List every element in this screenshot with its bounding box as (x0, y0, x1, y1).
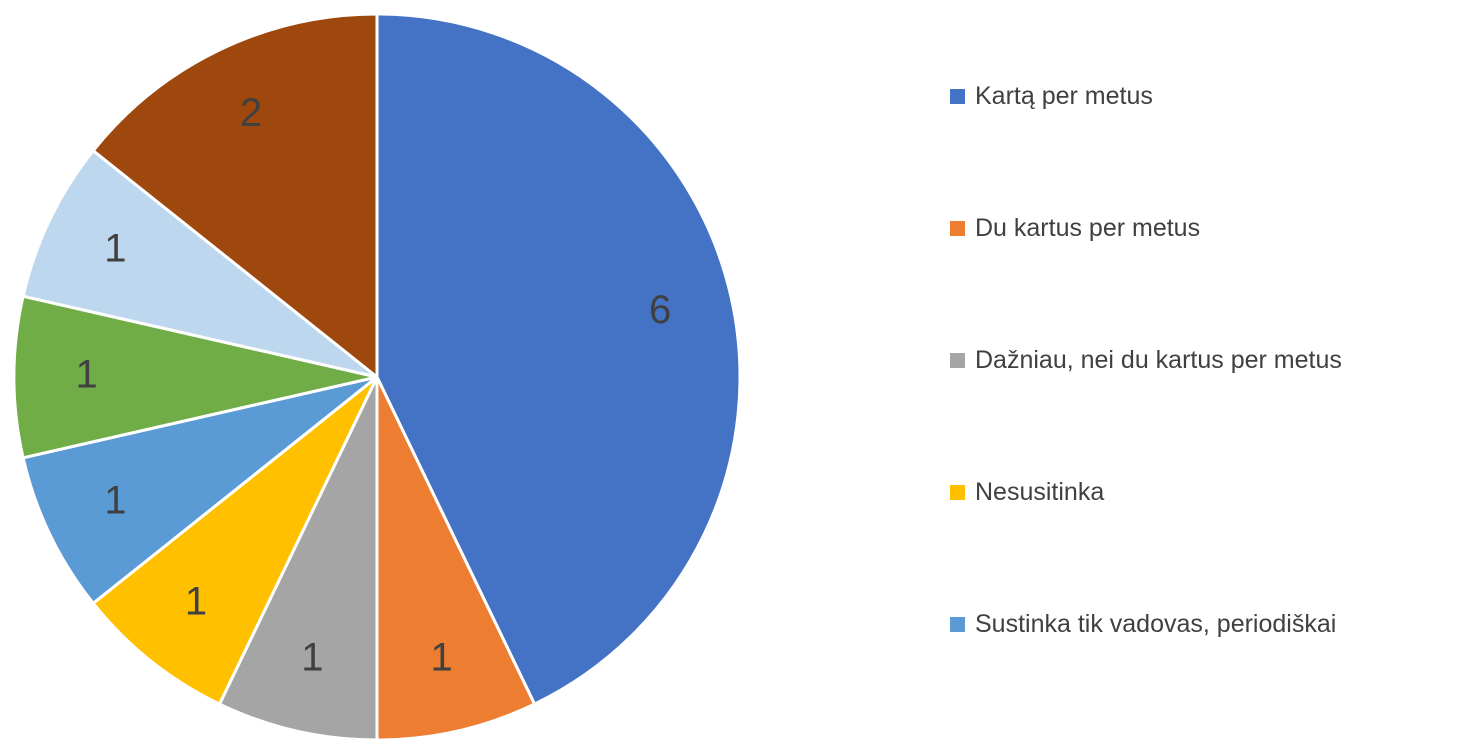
legend-label: Nesusitinka (975, 478, 1105, 506)
legend: Kartą per metus Du kartus per metus Dažnia… (950, 30, 1455, 690)
legend-swatch (950, 89, 965, 104)
legend-swatch (950, 485, 965, 500)
pie-slice (91, 375, 379, 707)
chart: 6 1 1 1 1 1 1 2 (12, 12, 742, 740)
data-label: 1 (301, 636, 323, 680)
legend-item: Sustinka tik vadovas, periodiškai (950, 607, 1455, 641)
pie-slice (21, 375, 378, 606)
pie-slice (12, 294, 378, 460)
pie-slice (91, 12, 379, 381)
legend-swatch (950, 353, 965, 368)
legend-item: Kartą per metus (950, 79, 1455, 113)
legend-label: Sustinka tik vadovas, periodiškai (975, 610, 1337, 638)
legend-item: Du kartus per metus (950, 211, 1455, 245)
legend-label: Du kartus per metus (975, 214, 1201, 242)
data-label: 1 (75, 353, 97, 397)
pie-slice (21, 148, 378, 379)
data-label: 1 (185, 580, 207, 624)
data-label: 1 (430, 636, 452, 680)
data-label: 1 (104, 479, 126, 523)
legend-item: Dažniau, nei du kartus per metus (950, 343, 1455, 377)
data-label: 1 (104, 227, 126, 271)
legend-label: Kartą per metus (975, 82, 1153, 110)
data-label: 2 (240, 91, 262, 135)
data-label: 6 (649, 288, 671, 332)
legend-label: Dažniau, nei du kartus per metus (975, 346, 1342, 374)
legend-swatch (950, 617, 965, 632)
legend-swatch (950, 221, 965, 236)
pie-slice (375, 12, 742, 707)
legend-item: Nesusitinka (950, 475, 1455, 509)
